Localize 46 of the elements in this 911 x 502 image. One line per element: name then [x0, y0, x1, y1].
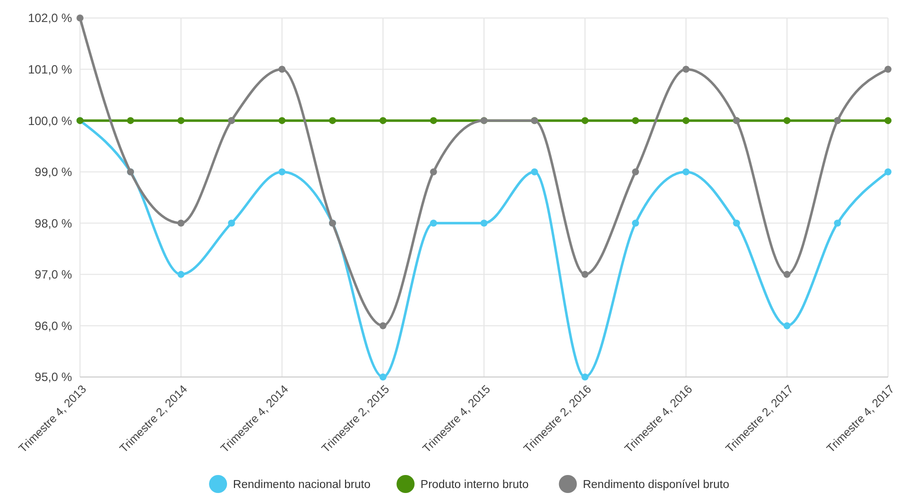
point [682, 66, 690, 73]
y-tick-label: 97,0 % [34, 268, 72, 282]
point [329, 117, 336, 124]
point [784, 270, 790, 278]
point [884, 168, 892, 176]
point [228, 220, 235, 227]
point [884, 66, 892, 73]
y-tick-label: 95,0 % [34, 370, 72, 384]
point [884, 117, 892, 124]
point [127, 117, 134, 124]
point [480, 220, 488, 227]
point [278, 117, 286, 124]
point [380, 117, 386, 124]
point [582, 270, 588, 278]
legend-label: Rendimento disponível bruto [582, 479, 730, 492]
point [682, 117, 690, 124]
point [430, 220, 437, 227]
y-tick-label: 100,0 % [28, 114, 72, 128]
point [784, 117, 790, 124]
point [178, 117, 184, 124]
point [430, 117, 437, 124]
point [178, 270, 184, 278]
point [834, 220, 841, 227]
y-tick-label: 96,0 % [34, 318, 72, 333]
point [380, 322, 386, 330]
point [278, 66, 286, 73]
point [682, 168, 690, 176]
y-tick-label: 102,0 % [28, 11, 72, 26]
point [733, 220, 740, 227]
point [380, 374, 386, 380]
point [632, 220, 639, 227]
point [632, 117, 639, 124]
y-tick-label: 98,0 % [34, 216, 72, 230]
point [531, 168, 538, 176]
y-tick-label: 99,0 % [34, 165, 72, 180]
legend-label: Produto interno bruto [420, 479, 529, 492]
y-tick-label: 101,0 % [28, 62, 72, 76]
point [178, 220, 184, 227]
point [582, 374, 588, 380]
legend-label: Rendimento nacional bruto [233, 479, 371, 492]
point [76, 14, 84, 22]
point [582, 117, 588, 124]
point [430, 168, 437, 176]
point [278, 168, 286, 176]
point [632, 168, 639, 176]
point [784, 322, 790, 330]
